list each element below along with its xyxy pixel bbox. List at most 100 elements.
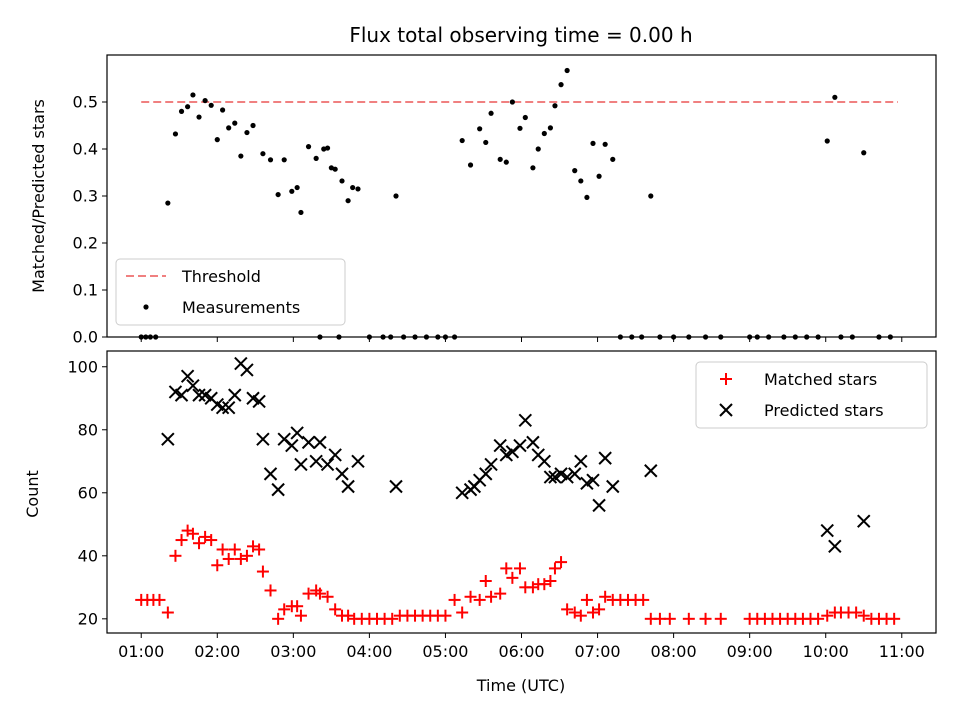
measurement-point [172,131,179,137]
x-tick-label: 02:00 [194,642,240,661]
bottom-y-axis-label: Count [23,470,42,518]
top-y-ticks: 0.0 0.1 0.2 0.3 0.4 0.5 [73,93,107,347]
predicted-stars-point [455,486,469,500]
bottom-series [135,356,901,625]
matched-stars-point [473,593,486,606]
matched-stars-point [538,578,551,591]
matched-stars-point [264,584,277,597]
measurement-point [190,92,196,98]
matched-stars-point [548,562,561,575]
measurement-point [289,188,295,194]
top-legend: Threshold Measurements [115,258,346,326]
matched-stars-point [568,606,581,619]
measurement-point [250,122,256,129]
matched-stars-point [234,552,247,565]
measurement-point [541,130,547,137]
predicted-stars-point [335,467,349,481]
measurement-point [393,193,399,199]
matched-stars-point [439,609,452,622]
measurement-point [824,138,830,144]
legend-threshold-label: Threshold [181,267,261,286]
y-tick-label: 40 [78,546,98,565]
predicted-stars-point [309,454,323,468]
x-tick-label: 08:00 [651,642,697,661]
measurement-point [477,126,483,132]
measurement-point [530,165,536,171]
matched-stars-point [186,527,199,540]
measurement-point [503,159,509,165]
predicted-stars-point [192,388,206,402]
measurement-point [509,99,515,105]
measurement-point [686,334,692,340]
predicted-stars-point [240,363,254,377]
measurement-point [238,153,244,159]
series-measurements [138,67,893,340]
predicted-stars-point [328,448,342,462]
top-y-axis-label: Matched/Predicted stars [29,99,48,293]
matched-stars-point [272,612,285,625]
matched-stars-point [485,590,498,603]
measurement-point [401,334,407,340]
predicted-stars-point [186,378,200,393]
matched-stars-point [193,537,206,550]
measurement-point [488,110,494,116]
matched-stars-point [544,575,557,588]
y-tick-label: 100 [67,357,98,376]
measurement-point [435,334,441,340]
matched-stars-point [857,609,870,622]
x-axis-label: Time (UTC) [476,676,565,695]
measurement-point [451,334,458,340]
predicted-stars-point [526,435,540,450]
measurement-point [718,334,724,340]
predicted-stars-point [479,467,493,481]
predicted-stars-point [313,435,327,450]
predicted-stars-point [221,401,236,415]
matched-stars-point [479,575,492,588]
measurement-point [766,334,772,340]
measurement-point [815,334,821,340]
matched-stars-point [456,606,469,619]
measurement-point [584,194,590,201]
matched-stars-point [682,612,695,625]
series-matched-stars [135,524,901,625]
measurement-point [294,184,300,191]
matched-stars-point [175,534,188,547]
y-tick-label: 0.2 [73,234,98,253]
matched-stars-point [586,606,599,619]
matched-stars-point [663,612,676,625]
measurement-point [617,334,623,340]
matched-stars-point [561,603,574,616]
matched-stars-point [205,534,218,547]
matched-stars-point [464,590,477,603]
measurement-point [522,114,528,121]
matched-stars-point [256,565,269,578]
predicted-stars-point [493,438,507,453]
measurement-point [226,125,232,131]
measurement-point [244,129,250,136]
measurement-point [260,151,266,157]
bottom-legend-frame [695,361,928,429]
matched-stars-point [321,590,334,603]
y-tick-label: 0.3 [73,187,98,206]
measurement-point [196,114,202,120]
bottom-legend: Matched stars Predicted stars [695,361,928,429]
bottom-panel: 20 40 60 80 100 01:00 02:00 03:00 04:00 05:00 06:… [23,350,937,695]
predicted-stars-point [294,457,308,472]
legend-matched-swatch [720,373,732,385]
predicted-stars-point [543,470,558,484]
matched-stars-point [313,587,326,600]
x-tick-label: 04:00 [346,642,392,661]
measurement-point [220,107,226,113]
matched-stars-point [580,593,593,606]
matched-stars-point [821,609,834,622]
matched-stars-point [812,612,825,625]
measurement-point [214,137,220,143]
predicted-stars-point [828,539,842,554]
measurement-point [442,334,449,340]
measurement-point [517,125,523,131]
measurement-point [153,334,159,340]
predicted-stars-point [537,454,552,468]
matched-stars-point [500,562,513,575]
predicted-stars-point [606,479,620,494]
predicted-stars-point [820,523,834,538]
